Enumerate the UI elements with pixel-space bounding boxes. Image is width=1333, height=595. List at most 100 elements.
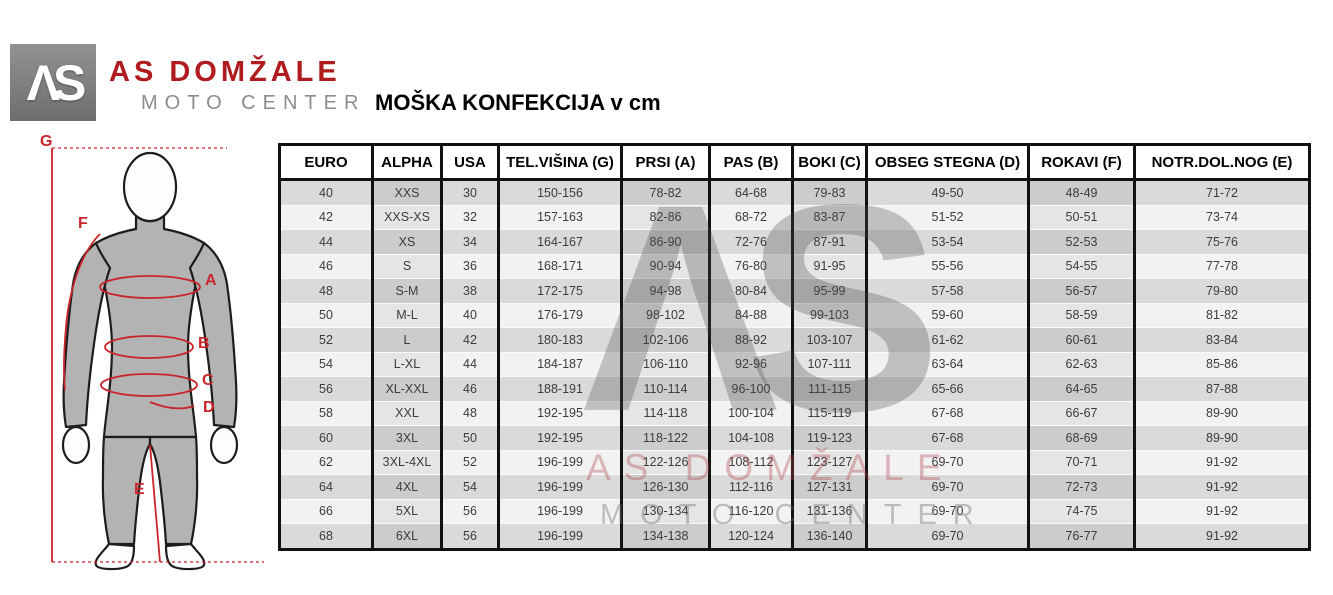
size-cell: 44	[440, 352, 500, 377]
size-cell: 4XL	[371, 474, 443, 500]
column-header: NOTR.DOL.NOG (E)	[1133, 143, 1311, 181]
size-cell: 95-99	[791, 278, 868, 304]
size-cell: 91-92	[1133, 499, 1311, 524]
size-cell: 3XL	[371, 425, 443, 451]
size-cell: 5XL	[371, 499, 443, 524]
column-header: EURO	[278, 143, 374, 181]
size-cell: 56	[440, 499, 500, 524]
label-F: F	[78, 215, 88, 232]
size-cell: 164-167	[497, 229, 623, 255]
size-cell: 79-83	[791, 179, 868, 206]
waist-measure-line	[104, 335, 194, 359]
size-cell: 80-84	[708, 278, 794, 304]
size-chart-table: EURO ALPHA USA TEL.VIŠINA (G) PRSI (A) PAS (B…	[278, 143, 1311, 551]
figure-left-hand	[61, 425, 91, 465]
size-cell: 87-88	[1133, 376, 1311, 402]
table-row: 62 3XL-4XL 52 196-199 122-126 108-112 123-127 6…	[278, 450, 1311, 475]
size-cell: 120-124	[708, 523, 794, 551]
body-measurement-diagram: G F A B C D E	[40, 133, 264, 571]
label-C: C	[202, 372, 214, 389]
size-cell: 196-199	[497, 450, 623, 475]
size-cell: 111-115	[791, 376, 868, 402]
size-cell: 83-84	[1133, 327, 1311, 353]
size-cell: 90-94	[620, 254, 711, 279]
label-G: G	[40, 133, 52, 150]
size-cell: 134-138	[620, 523, 711, 551]
size-cell: 81-82	[1133, 303, 1311, 328]
size-cell: 53-54	[865, 229, 1030, 255]
figure-right-leg	[148, 435, 199, 546]
table-row: 64 4XL 54 196-199 126-130 112-116 127-131 69-70…	[278, 474, 1311, 500]
size-cell: 55-56	[865, 254, 1030, 279]
table-header-row: EURO ALPHA USA TEL.VIŠINA (G) PRSI (A) PAS (B…	[278, 143, 1311, 181]
size-cell: 34	[440, 229, 500, 255]
thigh-measure-line	[149, 401, 195, 410]
size-cell: 40	[278, 179, 374, 206]
figure-head	[122, 151, 178, 223]
size-cell: 6XL	[371, 523, 443, 551]
size-cell: 188-191	[497, 376, 623, 402]
size-cell: 66-67	[1027, 401, 1136, 426]
table-row: 56 XL-XXL 46 188-191 110-114 96-100 111-115 65-…	[278, 376, 1311, 402]
size-cell: 3XL-4XL	[371, 450, 443, 475]
size-cell: 122-126	[620, 450, 711, 475]
figure-left-leg	[101, 435, 152, 546]
size-cell: 64	[278, 474, 374, 500]
size-cell: 87-91	[791, 229, 868, 255]
size-cell: 64-65	[1027, 376, 1136, 402]
size-cell: 168-171	[497, 254, 623, 279]
size-cell: 176-179	[497, 303, 623, 328]
size-cell: 46	[278, 254, 374, 279]
column-header: PAS (B)	[708, 143, 794, 181]
size-cell: 61-62	[865, 327, 1030, 353]
size-cell: 72-73	[1027, 474, 1136, 500]
column-header: PRSI (A)	[620, 143, 711, 181]
label-D: D	[203, 399, 215, 416]
figure-right-hand	[209, 425, 239, 465]
size-cell: 196-199	[497, 499, 623, 524]
size-cell: 75-76	[1133, 229, 1311, 255]
size-cell: 38	[440, 278, 500, 304]
size-cell: 63-64	[865, 352, 1030, 377]
size-cell: 59-60	[865, 303, 1030, 328]
size-cell: 60-61	[1027, 327, 1136, 353]
size-cell: 196-199	[497, 523, 623, 551]
size-cell: 91-95	[791, 254, 868, 279]
size-cell: 69-70	[865, 523, 1030, 551]
size-cell: 98-102	[620, 303, 711, 328]
size-cell: 94-98	[620, 278, 711, 304]
table-row: 58 XXL 48 192-195 114-118 100-104 115-119 67-68…	[278, 401, 1311, 426]
size-cell: 79-80	[1133, 278, 1311, 304]
size-cell: S-M	[371, 278, 443, 304]
page-title: MOŠKA KONFEKCIJA v cm	[375, 90, 661, 115]
size-cell: 104-108	[708, 425, 794, 451]
size-cell: 74-75	[1027, 499, 1136, 524]
size-cell: 58-59	[1027, 303, 1136, 328]
size-cell: 91-92	[1133, 474, 1311, 500]
size-cell: 130-134	[620, 499, 711, 524]
size-cell: XS	[371, 229, 443, 255]
size-cell: 50-51	[1027, 205, 1136, 230]
size-cell: 192-195	[497, 425, 623, 451]
size-cell: 88-92	[708, 327, 794, 353]
table-row: 46 S 36 168-171 90-94 76-80 91-95 55-56 54-55 77-…	[278, 254, 1311, 279]
size-cell: 66	[278, 499, 374, 524]
size-cell: 157-163	[497, 205, 623, 230]
label-E: E	[134, 481, 145, 498]
size-cell: 54-55	[1027, 254, 1136, 279]
size-cell: 136-140	[791, 523, 868, 551]
size-cell: 106-110	[620, 352, 711, 377]
size-cell: 131-136	[791, 499, 868, 524]
size-cell: 44	[278, 229, 374, 255]
table-row: 50 M-L 40 176-179 98-102 84-88 99-103 59-60 58-5…	[278, 303, 1311, 328]
size-cell: 69-70	[865, 474, 1030, 500]
size-cell: M-L	[371, 303, 443, 328]
table-row: 66 5XL 56 196-199 130-134 116-120 131-136 69-70…	[278, 499, 1311, 524]
size-cell: 91-92	[1133, 450, 1311, 475]
column-header: OBSEG STEGNA (D)	[865, 143, 1030, 181]
brand-logo: ΛS	[10, 44, 96, 121]
size-cell: XXS	[371, 179, 443, 206]
size-cell: XXL	[371, 401, 443, 426]
size-cell: 86-90	[620, 229, 711, 255]
size-cell: XL-XXL	[371, 376, 443, 402]
